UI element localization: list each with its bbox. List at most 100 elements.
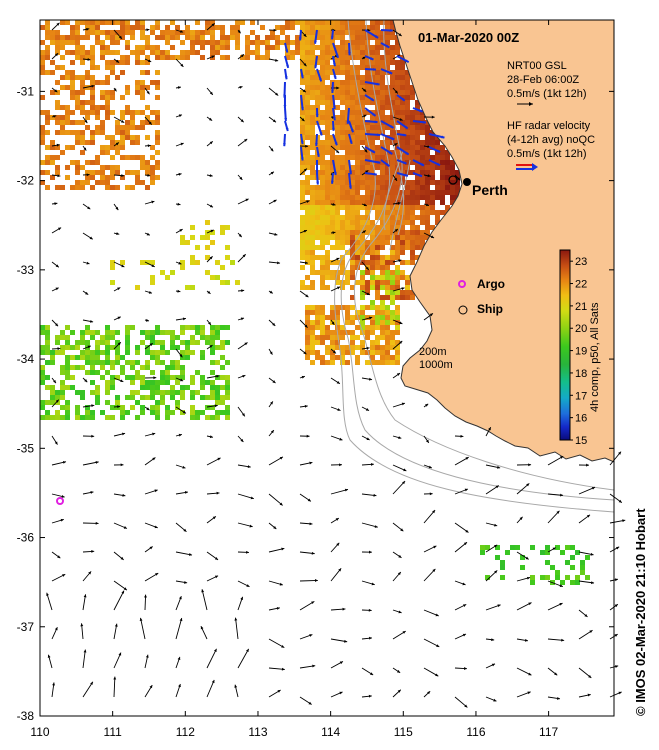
sst-pixel bbox=[385, 280, 390, 285]
sst-pixel bbox=[360, 60, 365, 65]
sst-pixel bbox=[360, 150, 365, 155]
model-arrow-head bbox=[311, 601, 315, 605]
sst-pixel bbox=[90, 355, 95, 360]
radar-arrow-head bbox=[401, 97, 405, 101]
sst-pixel bbox=[210, 350, 215, 355]
sst-pixel bbox=[65, 115, 70, 120]
sst-pixel bbox=[420, 240, 425, 245]
sst-pixel bbox=[80, 20, 85, 25]
sst-pixel bbox=[155, 380, 160, 385]
model-arrow-head bbox=[435, 613, 439, 617]
sst-pixel bbox=[195, 30, 200, 35]
model-arrow-head bbox=[396, 669, 401, 673]
sst-pixel bbox=[125, 55, 130, 60]
sst-pixel bbox=[300, 215, 305, 220]
sst-pixel bbox=[70, 35, 75, 40]
radar-arrow-head bbox=[282, 143, 286, 147]
radar-arrow-head bbox=[418, 173, 423, 177]
sst-pixel bbox=[190, 380, 195, 385]
radar-arrow-head bbox=[300, 75, 304, 79]
sst-pixel bbox=[540, 550, 545, 555]
sst-pixel bbox=[105, 115, 110, 120]
sst-pixel bbox=[325, 360, 330, 365]
sst-pixel bbox=[305, 315, 310, 320]
sst-pixel bbox=[125, 110, 130, 115]
sst-pixel bbox=[260, 25, 265, 30]
radar-arrow-head bbox=[377, 160, 381, 164]
sst-pixel bbox=[160, 370, 165, 375]
sst-pixel bbox=[345, 55, 350, 60]
sst-pixel bbox=[230, 30, 235, 35]
sst-pixel bbox=[310, 190, 315, 195]
sst-pixel bbox=[115, 165, 120, 170]
sst-pixel bbox=[385, 170, 390, 175]
sst-pixel bbox=[225, 340, 230, 345]
sst-pixel bbox=[110, 90, 115, 95]
sst-pixel bbox=[365, 250, 370, 255]
colorbar-step bbox=[560, 330, 570, 332]
sst-pixel bbox=[135, 60, 140, 65]
sst-pixel bbox=[330, 200, 335, 205]
sst-pixel bbox=[80, 150, 85, 155]
sst-pixel bbox=[360, 205, 365, 210]
sst-pixel bbox=[350, 70, 355, 75]
colorbar-step bbox=[560, 250, 570, 252]
sst-pixel bbox=[405, 140, 410, 145]
sst-pixel bbox=[350, 65, 355, 70]
sst-pixel bbox=[395, 290, 400, 295]
sst-pixel bbox=[70, 385, 75, 390]
model-arrow-head bbox=[591, 581, 595, 585]
model-arrow-head bbox=[145, 654, 149, 658]
colorbar-step bbox=[560, 263, 570, 265]
sst-pixel bbox=[340, 325, 345, 330]
colorbar-step bbox=[560, 426, 570, 428]
sst-pixel bbox=[200, 325, 205, 330]
sst-pixel bbox=[440, 190, 445, 195]
model-arrow-head bbox=[54, 89, 58, 93]
model-arrow-head bbox=[488, 427, 491, 431]
sst-pixel bbox=[375, 130, 380, 135]
sst-pixel bbox=[320, 25, 325, 30]
sst-pixel bbox=[50, 70, 55, 75]
model-arrow-head bbox=[118, 652, 122, 656]
sst-pixel bbox=[115, 75, 120, 80]
sst-pixel bbox=[40, 330, 45, 335]
sst-pixel bbox=[80, 100, 85, 105]
colorbar-step bbox=[560, 436, 570, 438]
sst-pixel bbox=[45, 55, 50, 60]
sst-pixel bbox=[215, 50, 220, 55]
sst-pixel bbox=[555, 545, 560, 550]
sst-pixel bbox=[310, 40, 315, 45]
sst-pixel bbox=[425, 135, 430, 140]
sst-pixel bbox=[110, 140, 115, 145]
sst-pixel bbox=[325, 95, 330, 100]
sst-pixel bbox=[365, 120, 370, 125]
sst-pixel bbox=[480, 545, 485, 550]
sst-pixel bbox=[390, 320, 395, 325]
colorbar-step bbox=[560, 355, 570, 357]
sst-pixel bbox=[140, 125, 145, 130]
sst-pixel bbox=[425, 150, 430, 155]
radar-arrow-head bbox=[389, 151, 393, 155]
sst-pixel bbox=[85, 180, 90, 185]
sst-pixel bbox=[330, 205, 335, 210]
colorbar-step bbox=[560, 410, 570, 412]
sst-pixel bbox=[390, 170, 395, 175]
sst-pixel bbox=[85, 35, 90, 40]
sst-pixel bbox=[345, 20, 350, 25]
sst-pixel bbox=[385, 95, 390, 100]
sst-pixel bbox=[355, 175, 360, 180]
sst-pixel bbox=[75, 415, 80, 420]
sst-pixel bbox=[440, 180, 445, 185]
model-arrow-head bbox=[122, 493, 126, 497]
sst-pixel bbox=[340, 240, 345, 245]
sst-pixel bbox=[215, 330, 220, 335]
sst-pixel bbox=[375, 250, 380, 255]
sst-pixel bbox=[210, 415, 215, 420]
colorbar-step bbox=[560, 284, 570, 286]
colorbar-step bbox=[560, 354, 570, 356]
model-arrow-head bbox=[615, 665, 619, 668]
model-arrow-head bbox=[244, 138, 248, 142]
sst-pixel bbox=[430, 165, 435, 170]
sst-pixel bbox=[100, 105, 105, 110]
